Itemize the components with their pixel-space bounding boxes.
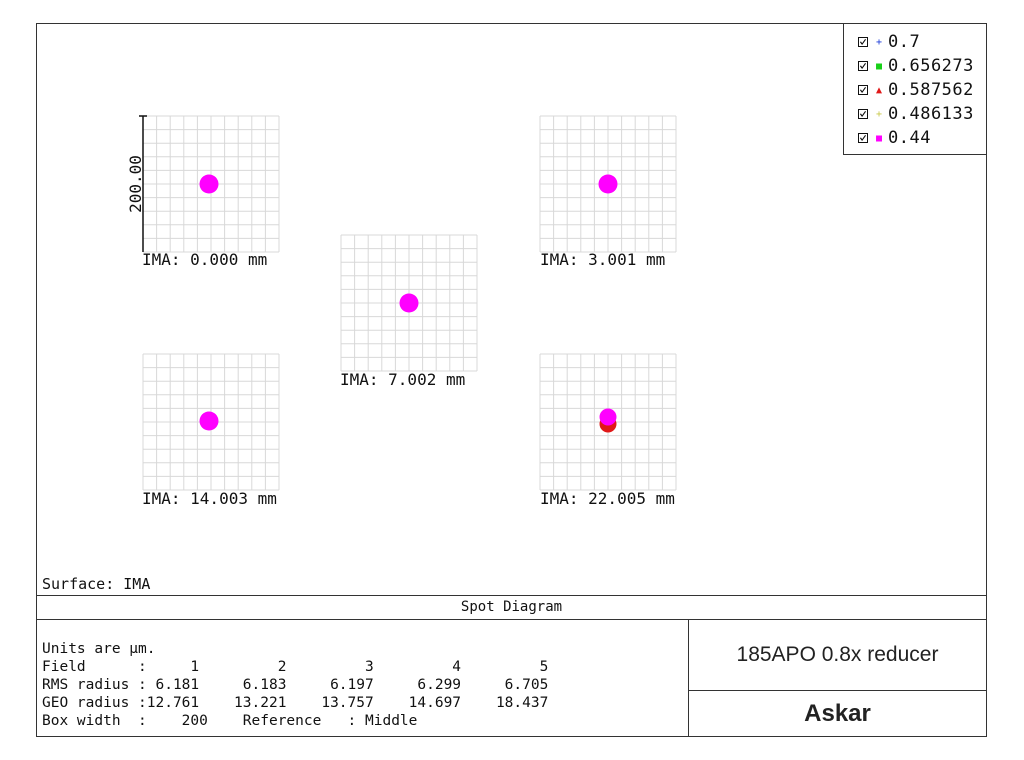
wavelength-legend: + 0.7 ■ 0.656273 ▲ 0.587562 + 0.486133 ■… (843, 23, 987, 155)
spot-panel-2 (340, 234, 478, 372)
legend-item[interactable]: + 0.7 (858, 31, 920, 53)
field-label-1: IMA: 0.000 mm (142, 250, 268, 269)
field-row: Field : 1 2 3 4 5 (42, 659, 549, 675)
diagram-title: Spot Diagram (460, 599, 563, 615)
geo-radius-row: GEO radius :12.761 13.221 13.757 14.697 … (42, 695, 549, 711)
cross-marker-icon: + (875, 108, 883, 120)
spot (199, 174, 219, 194)
spot-panel-1 (142, 115, 280, 253)
divider (36, 595, 987, 596)
rms-radius-row: RMS radius : 6.181 6.183 6.197 6.299 6.7… (42, 677, 549, 693)
checkbox-icon[interactable] (858, 109, 868, 119)
square-marker-icon: ■ (875, 60, 883, 72)
surface-label: Surface: IMA (42, 575, 151, 593)
divider (36, 619, 987, 620)
spot-panel-5 (539, 353, 677, 491)
divider (688, 690, 987, 691)
divider (688, 619, 689, 737)
triangle-marker-icon: ▲ (875, 84, 883, 96)
spot (599, 408, 617, 426)
legend-item[interactable]: + 0.486133 (858, 103, 974, 125)
units-text: Units are µm. (42, 641, 156, 657)
box-width-row: Box width : 200 Reference : Middle (42, 713, 418, 729)
brand-logo: Askar (804, 700, 871, 727)
product-name: 185APO 0.8x reducer (736, 643, 939, 666)
field-label-5: IMA: 22.005 mm (540, 489, 675, 508)
legend-item[interactable]: ▲ 0.587562 (858, 79, 974, 101)
checkbox-icon[interactable] (858, 37, 868, 47)
legend-item[interactable]: ■ 0.656273 (858, 55, 974, 77)
spot-panel-4 (142, 353, 280, 491)
spot (598, 174, 618, 194)
field-label-4: IMA: 14.003 mm (142, 489, 277, 508)
spot-panel-3 (539, 115, 677, 253)
checkbox-icon[interactable] (858, 85, 868, 95)
field-label-2: IMA: 7.002 mm (340, 370, 466, 389)
cross-marker-icon: + (875, 36, 883, 48)
plot-frame (36, 23, 987, 737)
spot (199, 411, 219, 431)
field-label-3: IMA: 3.001 mm (540, 250, 666, 269)
square-marker-icon: ■ (875, 132, 883, 144)
scale-label: 200.00 (126, 155, 145, 213)
checkbox-icon[interactable] (858, 61, 868, 71)
spot (399, 293, 419, 313)
checkbox-icon[interactable] (858, 133, 868, 143)
legend-item[interactable]: ■ 0.44 (858, 127, 931, 149)
